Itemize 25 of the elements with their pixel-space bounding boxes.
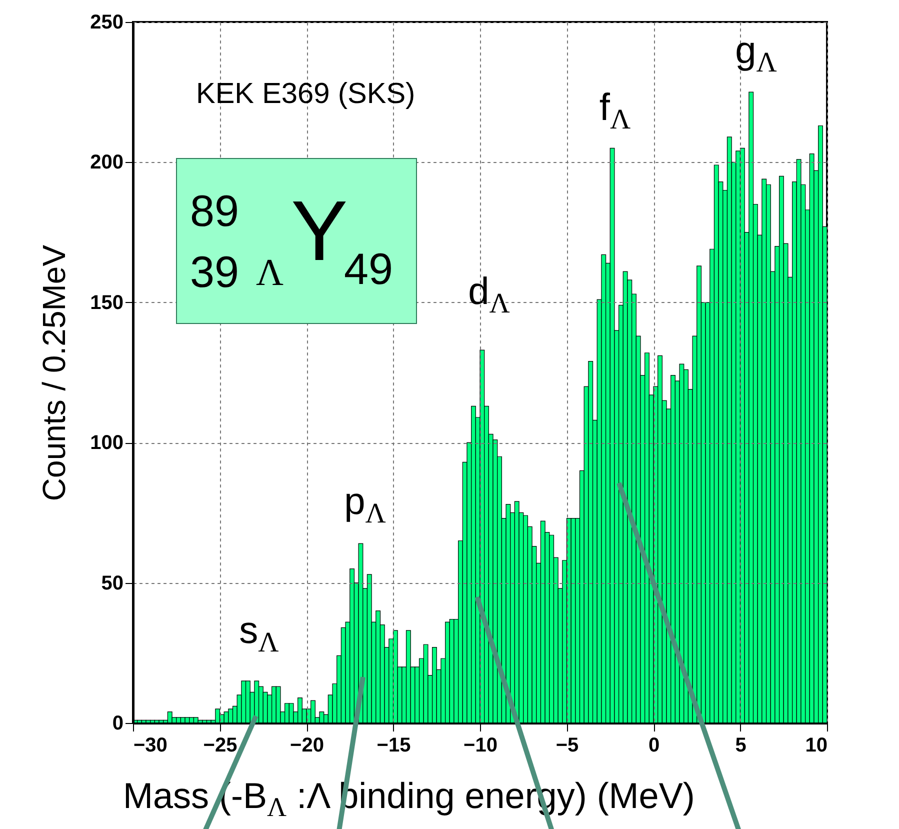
x-tick-label: −10 [464,734,498,756]
annotation: d$_{Λ}$ [468,270,510,320]
y-tick-label: 200 [90,152,124,174]
x-tick-label: −5 [556,734,579,756]
x-tick-label: −20 [290,734,324,756]
annotation: p$_{Λ}$ [344,480,386,530]
x-tick-label: −25 [203,734,238,756]
x-tick-label: 0 [648,734,660,756]
y-tick-label: 0 [112,712,124,734]
annotation: s$_{Λ}$ [239,610,279,659]
x-tick-label: 5 [735,734,746,756]
annotation: Λ [256,252,284,294]
y-tick-label: 50 [101,572,124,594]
x-tick-label: −30 [134,734,168,756]
annotation: 39 [190,248,239,297]
x-tick-label: −15 [376,734,411,756]
annotation: f$_{Λ}$ [599,86,631,136]
y-tick-label: 100 [90,432,124,454]
y-axis-title: Counts / 0.25MeV [36,244,72,502]
y-tick-label: 150 [90,292,124,314]
annotation: KEK E369 (SKS) [196,78,416,110]
annotation: g$_{Λ}$ [735,30,777,79]
y-tick-label: 250 [90,12,124,34]
x-tick-label: 10 [805,734,828,756]
annotation: 89 [190,187,239,236]
